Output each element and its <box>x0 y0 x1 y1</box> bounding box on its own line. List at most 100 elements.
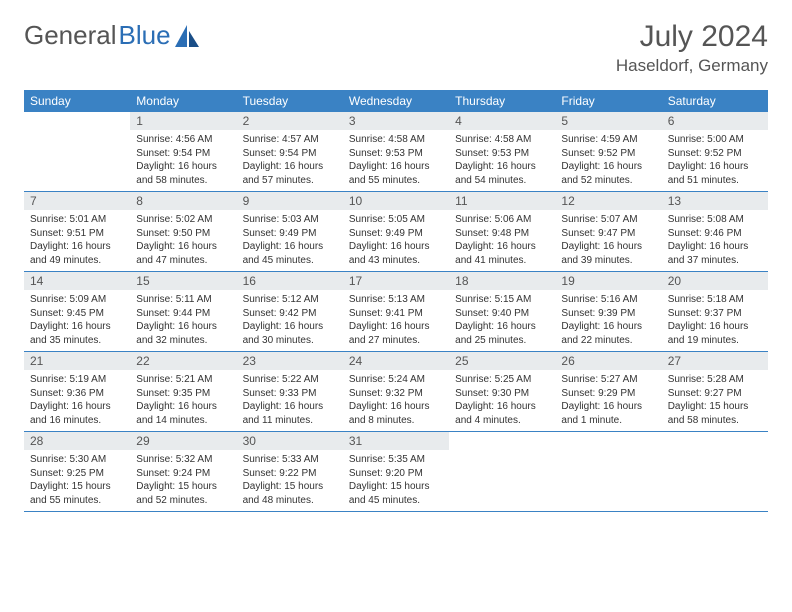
sunset-text: Sunset: 9:37 PM <box>668 307 762 321</box>
sunset-text: Sunset: 9:41 PM <box>349 307 443 321</box>
sunset-text: Sunset: 9:44 PM <box>136 307 230 321</box>
daylight-text: Daylight: 16 hours and 8 minutes. <box>349 400 443 427</box>
sunset-text: Sunset: 9:22 PM <box>243 467 337 481</box>
daylight-text: Daylight: 16 hours and 49 minutes. <box>30 240 124 267</box>
sunset-text: Sunset: 9:24 PM <box>136 467 230 481</box>
day-cell: 1Sunrise: 4:56 AMSunset: 9:54 PMDaylight… <box>130 112 236 191</box>
day-cell <box>555 432 661 511</box>
day-number: 15 <box>130 272 236 290</box>
sunset-text: Sunset: 9:20 PM <box>349 467 443 481</box>
day-cell: 28Sunrise: 5:30 AMSunset: 9:25 PMDayligh… <box>24 432 130 511</box>
daylight-text: Daylight: 16 hours and 22 minutes. <box>561 320 655 347</box>
sunset-text: Sunset: 9:47 PM <box>561 227 655 241</box>
day-number: 8 <box>130 192 236 210</box>
day-number: 24 <box>343 352 449 370</box>
logo-sail-icon <box>175 25 201 47</box>
day-number: 28 <box>24 432 130 450</box>
day-number: 22 <box>130 352 236 370</box>
day-cell: 15Sunrise: 5:11 AMSunset: 9:44 PMDayligh… <box>130 272 236 351</box>
weeks-container: 1Sunrise: 4:56 AMSunset: 9:54 PMDaylight… <box>24 112 768 512</box>
day-cell: 3Sunrise: 4:58 AMSunset: 9:53 PMDaylight… <box>343 112 449 191</box>
month-title: July 2024 <box>616 20 768 54</box>
sunset-text: Sunset: 9:35 PM <box>136 387 230 401</box>
day-details: Sunrise: 5:15 AMSunset: 9:40 PMDaylight:… <box>449 290 555 351</box>
day-cell: 30Sunrise: 5:33 AMSunset: 9:22 PMDayligh… <box>237 432 343 511</box>
day-details: Sunrise: 5:09 AMSunset: 9:45 PMDaylight:… <box>24 290 130 351</box>
day-cell: 23Sunrise: 5:22 AMSunset: 9:33 PMDayligh… <box>237 352 343 431</box>
day-details: Sunrise: 5:21 AMSunset: 9:35 PMDaylight:… <box>130 370 236 431</box>
day-details: Sunrise: 4:57 AMSunset: 9:54 PMDaylight:… <box>237 130 343 191</box>
daylight-text: Daylight: 16 hours and 19 minutes. <box>668 320 762 347</box>
day-details: Sunrise: 5:02 AMSunset: 9:50 PMDaylight:… <box>130 210 236 271</box>
weekday-wed: Wednesday <box>343 90 449 112</box>
sunset-text: Sunset: 9:54 PM <box>243 147 337 161</box>
sunset-text: Sunset: 9:49 PM <box>243 227 337 241</box>
daylight-text: Daylight: 16 hours and 1 minute. <box>561 400 655 427</box>
sunrise-text: Sunrise: 5:15 AM <box>455 293 549 307</box>
day-number: 1 <box>130 112 236 130</box>
daylight-text: Daylight: 15 hours and 48 minutes. <box>243 480 337 507</box>
day-cell: 10Sunrise: 5:05 AMSunset: 9:49 PMDayligh… <box>343 192 449 271</box>
day-number: 31 <box>343 432 449 450</box>
day-cell: 2Sunrise: 4:57 AMSunset: 9:54 PMDaylight… <box>237 112 343 191</box>
calendar: Sunday Monday Tuesday Wednesday Thursday… <box>24 90 768 512</box>
sunrise-text: Sunrise: 4:57 AM <box>243 133 337 147</box>
week-row: 7Sunrise: 5:01 AMSunset: 9:51 PMDaylight… <box>24 192 768 272</box>
day-number: 17 <box>343 272 449 290</box>
weekday-header-row: Sunday Monday Tuesday Wednesday Thursday… <box>24 90 768 112</box>
day-cell: 14Sunrise: 5:09 AMSunset: 9:45 PMDayligh… <box>24 272 130 351</box>
daylight-text: Daylight: 16 hours and 41 minutes. <box>455 240 549 267</box>
sunset-text: Sunset: 9:42 PM <box>243 307 337 321</box>
sunrise-text: Sunrise: 4:58 AM <box>349 133 443 147</box>
sunrise-text: Sunrise: 5:08 AM <box>668 213 762 227</box>
sunset-text: Sunset: 9:27 PM <box>668 387 762 401</box>
daylight-text: Daylight: 16 hours and 39 minutes. <box>561 240 655 267</box>
day-number: 13 <box>662 192 768 210</box>
location-label: Haseldorf, Germany <box>616 56 768 76</box>
day-details: Sunrise: 5:18 AMSunset: 9:37 PMDaylight:… <box>662 290 768 351</box>
sunrise-text: Sunrise: 5:09 AM <box>30 293 124 307</box>
weekday-sun: Sunday <box>24 90 130 112</box>
day-cell: 8Sunrise: 5:02 AMSunset: 9:50 PMDaylight… <box>130 192 236 271</box>
day-details: Sunrise: 5:13 AMSunset: 9:41 PMDaylight:… <box>343 290 449 351</box>
daylight-text: Daylight: 16 hours and 57 minutes. <box>243 160 337 187</box>
day-cell: 11Sunrise: 5:06 AMSunset: 9:48 PMDayligh… <box>449 192 555 271</box>
daylight-text: Daylight: 15 hours and 58 minutes. <box>668 400 762 427</box>
day-number: 19 <box>555 272 661 290</box>
day-cell: 22Sunrise: 5:21 AMSunset: 9:35 PMDayligh… <box>130 352 236 431</box>
daylight-text: Daylight: 16 hours and 54 minutes. <box>455 160 549 187</box>
sunset-text: Sunset: 9:36 PM <box>30 387 124 401</box>
sunrise-text: Sunrise: 5:32 AM <box>136 453 230 467</box>
day-cell <box>662 432 768 511</box>
day-details: Sunrise: 5:03 AMSunset: 9:49 PMDaylight:… <box>237 210 343 271</box>
daylight-text: Daylight: 16 hours and 47 minutes. <box>136 240 230 267</box>
sunrise-text: Sunrise: 5:02 AM <box>136 213 230 227</box>
sunrise-text: Sunrise: 5:16 AM <box>561 293 655 307</box>
day-cell: 13Sunrise: 5:08 AMSunset: 9:46 PMDayligh… <box>662 192 768 271</box>
day-number: 5 <box>555 112 661 130</box>
day-details: Sunrise: 5:33 AMSunset: 9:22 PMDaylight:… <box>237 450 343 511</box>
day-number: 3 <box>343 112 449 130</box>
week-row: 28Sunrise: 5:30 AMSunset: 9:25 PMDayligh… <box>24 432 768 512</box>
sunset-text: Sunset: 9:53 PM <box>349 147 443 161</box>
sunrise-text: Sunrise: 5:03 AM <box>243 213 337 227</box>
day-details: Sunrise: 5:25 AMSunset: 9:30 PMDaylight:… <box>449 370 555 431</box>
day-details: Sunrise: 5:35 AMSunset: 9:20 PMDaylight:… <box>343 450 449 511</box>
day-details: Sunrise: 5:16 AMSunset: 9:39 PMDaylight:… <box>555 290 661 351</box>
weekday-sat: Saturday <box>662 90 768 112</box>
day-cell <box>449 432 555 511</box>
day-number: 2 <box>237 112 343 130</box>
daylight-text: Daylight: 16 hours and 37 minutes. <box>668 240 762 267</box>
daylight-text: Daylight: 15 hours and 45 minutes. <box>349 480 443 507</box>
week-row: 14Sunrise: 5:09 AMSunset: 9:45 PMDayligh… <box>24 272 768 352</box>
sunrise-text: Sunrise: 5:18 AM <box>668 293 762 307</box>
day-number: 26 <box>555 352 661 370</box>
day-number: 11 <box>449 192 555 210</box>
day-number: 25 <box>449 352 555 370</box>
daylight-text: Daylight: 16 hours and 43 minutes. <box>349 240 443 267</box>
day-details: Sunrise: 5:08 AMSunset: 9:46 PMDaylight:… <box>662 210 768 271</box>
day-details: Sunrise: 5:12 AMSunset: 9:42 PMDaylight:… <box>237 290 343 351</box>
day-details: Sunrise: 4:59 AMSunset: 9:52 PMDaylight:… <box>555 130 661 191</box>
daylight-text: Daylight: 16 hours and 16 minutes. <box>30 400 124 427</box>
logo: GeneralBlue <box>24 20 201 51</box>
